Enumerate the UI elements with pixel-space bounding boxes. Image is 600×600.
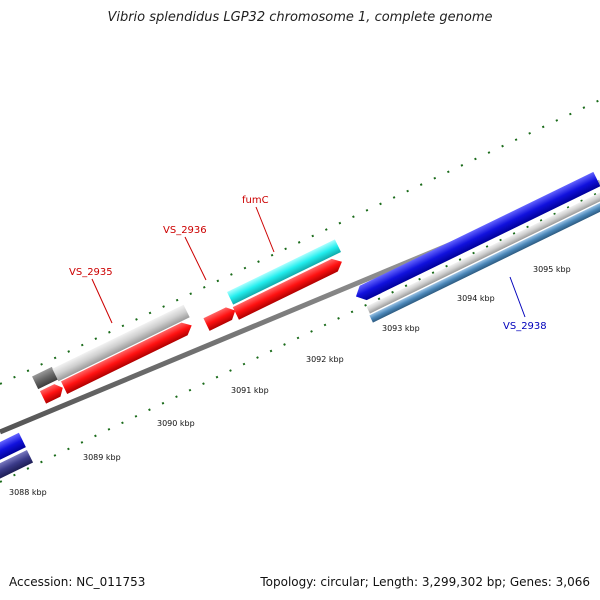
feature-red-arrow-vs2936 (203, 307, 236, 331)
leader-vs2935 (91, 278, 113, 324)
forward-strand-features (32, 171, 600, 390)
leader-fumc (255, 206, 275, 253)
feature-red-arrow-vs2935 (61, 322, 192, 394)
gene-labels: VS_2935 VS_2936 fumC VS_2938 (69, 195, 547, 332)
label-leader-lines (91, 206, 526, 324)
feature-light-gray-bar (52, 304, 190, 382)
inner-tick-ring (0, 191, 600, 483)
feature-navy-left-edge (0, 449, 34, 482)
leader-vs2936 (184, 236, 207, 281)
gene-label-fumc[interactable]: fumC (242, 195, 269, 206)
genome-summary-text: Topology: circular; Length: 3,299,302 bp… (260, 575, 590, 589)
kbp-scale-labels: 3088 kbp 3089 kbp 3090 kbp 3091 kbp 3092… (9, 265, 571, 497)
kbp-label-3092: 3092 kbp (306, 355, 344, 364)
gene-label-vs2935[interactable]: VS_2935 (69, 267, 113, 278)
leader-vs2938 (509, 276, 526, 318)
feature-red-arrow-fumc (232, 258, 342, 320)
kbp-label-3095: 3095 kbp (533, 265, 571, 274)
kbp-label-3090: 3090 kbp (157, 419, 195, 428)
feature-fumc-cyan (227, 239, 341, 305)
gene-label-vs2936[interactable]: VS_2936 (163, 225, 207, 236)
gene-label-vs2938[interactable]: VS_2938 (503, 321, 547, 332)
kbp-label-3091: 3091 kbp (231, 386, 269, 395)
feature-light-gray-bar-right (366, 192, 600, 314)
kbp-label-3089: 3089 kbp (83, 453, 121, 462)
accession-text: Accession: NC_011753 (9, 575, 146, 589)
feature-dark-gray (32, 366, 58, 390)
kbp-label-3088: 3088 kbp (9, 488, 47, 497)
feature-blue-bar-right (355, 171, 600, 301)
reverse-strand-features (39, 201, 600, 404)
feature-steel-blue-bar-right (369, 201, 600, 323)
kbp-label-3093: 3093 kbp (382, 324, 420, 333)
map-title: Vibrio splendidus LGP32 chromosome 1, co… (107, 10, 493, 25)
kbp-label-3094: 3094 kbp (457, 294, 495, 303)
outer-tick-ring (0, 99, 600, 385)
left-edge-features (0, 432, 34, 482)
feature-red-small-left (39, 384, 63, 404)
feature-blue-left-edge (0, 432, 26, 463)
